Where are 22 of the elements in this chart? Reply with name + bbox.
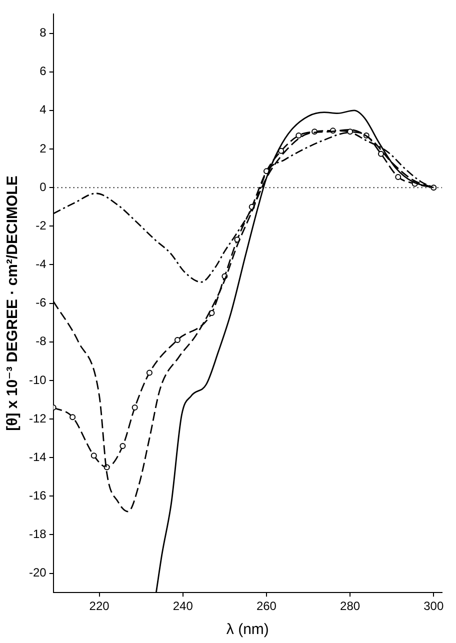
y-tick-label: 0: [40, 180, 47, 194]
y-tick-label: -14: [29, 450, 47, 464]
y-tick-label: -2: [36, 218, 47, 232]
y-tick-label: -18: [29, 527, 47, 542]
y-tick-label: 4: [40, 102, 47, 117]
y-tick-label: -6: [36, 296, 47, 310]
x-tick-label: 220: [89, 599, 110, 614]
y-tick-label: -12: [29, 411, 47, 426]
x-tick-label: 300: [424, 599, 444, 614]
y-tick-label: -20: [29, 566, 47, 580]
y-tick-label: -8: [36, 334, 47, 348]
y-tick-label: -10: [29, 372, 47, 387]
x-tick-label: 240: [172, 599, 194, 614]
y-tick-label: 2: [40, 141, 47, 156]
x-axis-title: λ (nm): [226, 621, 269, 638]
y-tick-label: -16: [29, 488, 47, 502]
y-tick-label: -4: [36, 257, 47, 272]
y-tick-label: 8: [40, 26, 47, 40]
x-tick-label: 260: [256, 599, 277, 614]
x-tick-label: 280: [340, 599, 360, 614]
y-axis-title: [θ] x 10⁻³ DEGREE · cm²/DECIMOLE: [4, 176, 22, 431]
y-tick-label: 6: [40, 64, 47, 78]
